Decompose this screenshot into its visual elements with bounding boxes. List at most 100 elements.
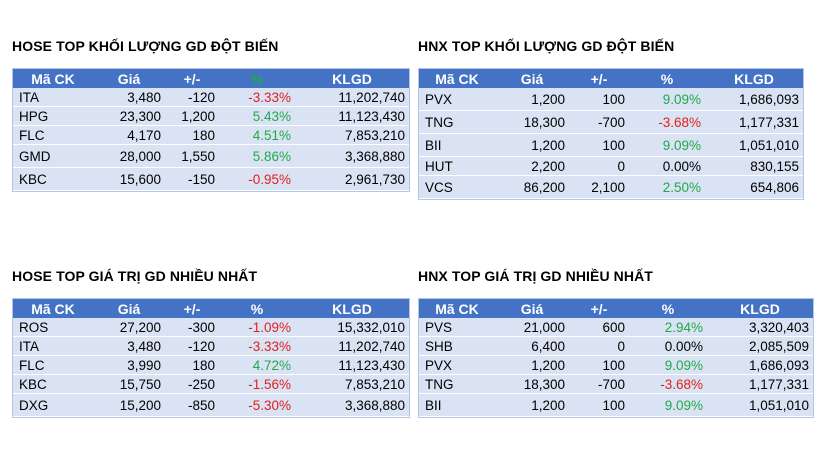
cell-symbol: TNG <box>419 374 495 394</box>
table-row: KBC 15,600 -150 -0.95% 2,961,730 <box>13 167 409 191</box>
hose-top-value-panel: HOSE TOP GIÁ TRỊ GD NHIỀU NHẤT Mã CK Giá… <box>12 268 410 423</box>
cell-change: -700 <box>569 374 629 394</box>
cell-change: 100 <box>569 393 629 417</box>
cell-percent: -5.30% <box>219 393 295 417</box>
table-row: TNG 18,300 -700 -3.68% 1,177,331 <box>419 110 803 134</box>
table-row: ITA 3,480 -120 -3.33% 11,202,740 <box>13 336 409 356</box>
cell-price: 1,200 <box>495 355 569 375</box>
cell-symbol: FLC <box>13 355 93 375</box>
cell-percent: 5.43% <box>219 106 295 126</box>
table-header-row: Mã CK Giá +/- % KLGD <box>13 299 409 318</box>
table-header-row: Mã CK Giá +/- % KLGD <box>419 69 803 88</box>
cell-volume: 830,155 <box>705 156 803 176</box>
cell-change: 0 <box>569 156 629 176</box>
cell-percent: 4.72% <box>219 355 295 375</box>
cell-price: 28,000 <box>93 144 165 168</box>
cell-price: 1,200 <box>495 393 569 417</box>
cell-volume: 1,686,093 <box>705 88 803 111</box>
cell-symbol: BII <box>419 133 495 157</box>
cell-volume: 1,686,093 <box>707 355 813 375</box>
cell-change: 1,550 <box>165 144 219 168</box>
col-header-volume: KLGD <box>295 299 409 318</box>
cell-change: 100 <box>569 133 629 157</box>
cell-price: 21,000 <box>495 318 569 337</box>
cell-change: 100 <box>569 88 629 111</box>
cell-volume: 11,202,740 <box>295 88 409 107</box>
cell-symbol: ITA <box>13 88 93 107</box>
cell-change: -250 <box>165 374 219 394</box>
cell-change: 180 <box>165 125 219 145</box>
col-header-price: Giá <box>495 299 569 318</box>
cell-volume: 7,853,210 <box>295 374 409 394</box>
table-header-row: Mã CK Giá +/- % KLGD <box>419 299 813 318</box>
col-header-price: Giá <box>93 299 165 318</box>
cell-percent: 2.94% <box>629 318 707 337</box>
table-row: FLC 3,990 180 4.72% 11,123,430 <box>13 355 409 375</box>
cell-percent: 9.09% <box>629 393 707 417</box>
table-row: TNG 18,300 -700 -3.68% 1,177,331 <box>419 374 813 394</box>
cell-percent: 5.86% <box>219 144 295 168</box>
stock-table: Mã CK Giá +/- % KLGD PVS 21,000 600 2.94% 3,… <box>419 299 813 417</box>
cell-symbol: GMD <box>13 144 93 168</box>
col-header-volume: KLGD <box>705 69 803 88</box>
cell-symbol: TNG <box>419 110 495 134</box>
table-row: PVX 1,200 100 9.09% 1,686,093 <box>419 88 803 111</box>
col-header-volume: KLGD <box>707 299 813 318</box>
table-row: VCS 86,200 2,100 2.50% 654,806 <box>419 175 803 199</box>
table-row: BII 1,200 100 9.09% 1,051,010 <box>419 393 813 417</box>
cell-volume: 3,368,880 <box>295 393 409 417</box>
cell-volume: 1,051,010 <box>707 393 813 417</box>
cell-change: 180 <box>165 355 219 375</box>
cell-volume: 3,320,403 <box>707 318 813 337</box>
table-row: SHB 6,400 0 0.00% 2,085,509 <box>419 336 813 356</box>
col-header-change: +/- <box>165 69 219 88</box>
cell-change: 0 <box>569 336 629 356</box>
col-header-price: Giá <box>93 69 165 88</box>
cell-percent: -3.33% <box>219 88 295 107</box>
cell-price: 15,750 <box>93 374 165 394</box>
cell-volume: 15,332,010 <box>295 318 409 337</box>
cell-symbol: HPG <box>13 106 93 126</box>
cell-percent: 4.51% <box>219 125 295 145</box>
cell-symbol: HUT <box>419 156 495 176</box>
col-header-change: +/- <box>165 299 219 318</box>
cell-symbol: PVX <box>419 355 495 375</box>
cell-symbol: BII <box>419 393 495 417</box>
cell-change: 2,100 <box>569 175 629 199</box>
cell-price: 3,480 <box>93 88 165 107</box>
cell-percent: -1.56% <box>219 374 295 394</box>
cell-volume: 1,177,331 <box>707 374 813 394</box>
col-header-percent: % <box>629 69 705 88</box>
cell-price: 3,480 <box>93 336 165 356</box>
col-header-symbol: Mã CK <box>13 299 93 318</box>
table-row: FLC 4,170 180 4.51% 7,853,210 <box>13 125 409 145</box>
cell-volume: 11,202,740 <box>295 336 409 356</box>
cell-volume: 7,853,210 <box>295 125 409 145</box>
cell-symbol: SHB <box>419 336 495 356</box>
table-header-row: Mã CK Giá +/- % KLGD <box>13 69 409 88</box>
cell-change: -300 <box>165 318 219 337</box>
hose-volume-spike-panel: HOSE TOP KHỐI LƯỢNG GD ĐỘT BIẾN Mã CK Gi… <box>12 38 410 197</box>
cell-price: 3,990 <box>93 355 165 375</box>
cell-symbol: ITA <box>13 336 93 356</box>
cell-percent: 0.00% <box>629 156 705 176</box>
hnx-top-value-panel: HNX TOP GIÁ TRỊ GD NHIỀU NHẤT Mã CK Giá … <box>418 268 814 423</box>
table-row: GMD 28,000 1,550 5.86% 3,368,880 <box>13 144 409 168</box>
col-header-price: Giá <box>495 69 569 88</box>
panel-title: HNX TOP GIÁ TRỊ GD NHIỀU NHẤT <box>418 268 653 284</box>
cell-change: 1,200 <box>165 106 219 126</box>
cell-price: 4,170 <box>93 125 165 145</box>
cell-price: 2,200 <box>495 156 569 176</box>
cell-volume: 11,123,430 <box>295 106 409 126</box>
cell-percent: -1.09% <box>219 318 295 337</box>
table-row: ROS 27,200 -300 -1.09% 15,332,010 <box>13 318 409 337</box>
stock-table: Mã CK Giá +/- % KLGD PVX 1,200 100 9.09% 1,6… <box>419 69 803 199</box>
stock-table: Mã CK Giá +/- % KLGD ITA 3,480 -120 -3.33% 1… <box>13 69 409 191</box>
cell-change: -120 <box>165 88 219 107</box>
cell-percent: -0.95% <box>219 167 295 191</box>
cell-price: 1,200 <box>495 133 569 157</box>
cell-change: 100 <box>569 355 629 375</box>
table-row: HUT 2,200 0 0.00% 830,155 <box>419 156 803 176</box>
cell-volume: 2,085,509 <box>707 336 813 356</box>
cell-price: 1,200 <box>495 88 569 111</box>
